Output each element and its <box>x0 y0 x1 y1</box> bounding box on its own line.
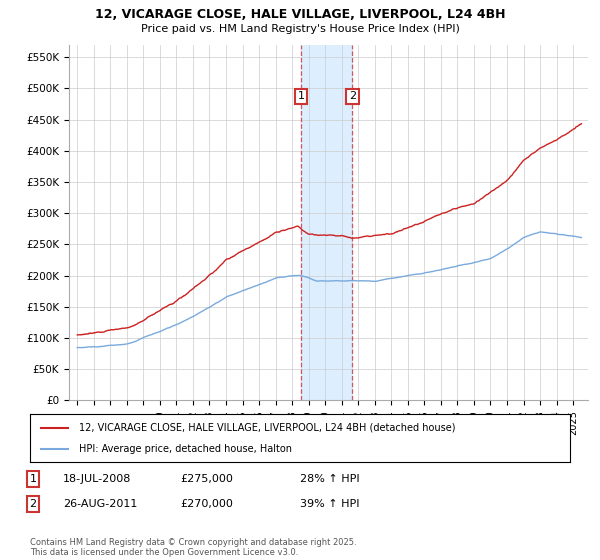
Text: 12, VICARAGE CLOSE, HALE VILLAGE, LIVERPOOL, L24 4BH (detached house): 12, VICARAGE CLOSE, HALE VILLAGE, LIVERP… <box>79 423 455 433</box>
Text: 1: 1 <box>29 474 37 484</box>
Text: 1: 1 <box>298 91 305 101</box>
Text: 39% ↑ HPI: 39% ↑ HPI <box>300 499 359 509</box>
Text: 2: 2 <box>29 499 37 509</box>
Bar <box>301 45 352 400</box>
Text: 18-JUL-2008: 18-JUL-2008 <box>63 474 131 484</box>
Text: Contains HM Land Registry data © Crown copyright and database right 2025.
This d: Contains HM Land Registry data © Crown c… <box>30 538 356 557</box>
Text: 28% ↑ HPI: 28% ↑ HPI <box>300 474 359 484</box>
Text: Price paid vs. HM Land Registry's House Price Index (HPI): Price paid vs. HM Land Registry's House … <box>140 24 460 34</box>
Text: 12, VICARAGE CLOSE, HALE VILLAGE, LIVERPOOL, L24 4BH: 12, VICARAGE CLOSE, HALE VILLAGE, LIVERP… <box>95 8 505 21</box>
Text: HPI: Average price, detached house, Halton: HPI: Average price, detached house, Halt… <box>79 444 292 454</box>
Text: £275,000: £275,000 <box>180 474 233 484</box>
Text: 2: 2 <box>349 91 356 101</box>
Text: 26-AUG-2011: 26-AUG-2011 <box>63 499 137 509</box>
Text: £270,000: £270,000 <box>180 499 233 509</box>
